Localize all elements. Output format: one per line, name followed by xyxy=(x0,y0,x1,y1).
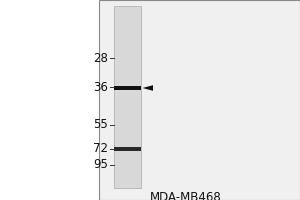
Text: 55: 55 xyxy=(93,118,108,132)
Text: 95: 95 xyxy=(93,158,108,171)
Bar xyxy=(114,86,141,90)
Text: 72: 72 xyxy=(93,142,108,156)
Text: MDA-MB468: MDA-MB468 xyxy=(150,191,222,200)
Text: 28: 28 xyxy=(93,51,108,64)
Bar xyxy=(99,0,300,200)
Text: 36: 36 xyxy=(93,81,108,94)
Bar xyxy=(114,6,141,188)
Polygon shape xyxy=(142,85,153,91)
Bar xyxy=(114,147,141,151)
